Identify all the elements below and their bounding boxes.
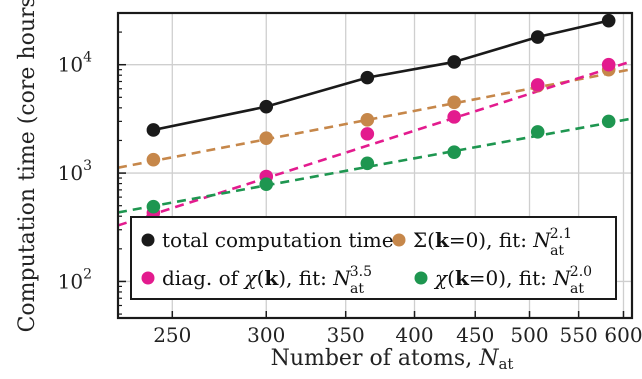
data-point-series-2 <box>360 127 375 141</box>
fit-line-2 <box>118 59 632 227</box>
chi-label-k: k <box>455 266 470 290</box>
sigma-label-k: k <box>435 228 450 252</box>
chi-fit-subscript: at <box>570 281 584 297</box>
x-tick-label: 250 <box>153 323 191 347</box>
data-point-series-1 <box>146 152 161 167</box>
data-point-series-0 <box>530 30 545 44</box>
diag-label-part: diag. of <box>162 266 244 290</box>
legend: total computation time Σ(k=0), fit: N2.1… <box>130 216 617 300</box>
data-point-series-1 <box>259 131 274 145</box>
fit-line-3 <box>118 117 632 214</box>
sigma-label-part: Σ( <box>413 228 435 252</box>
chi-label-part: =0), fit: <box>469 266 553 290</box>
legend-marker-sigma <box>392 233 406 247</box>
chi-label-chi: χ <box>433 266 449 290</box>
data-point-series-3 <box>530 125 545 139</box>
x-tick-label: 450 <box>456 323 494 347</box>
diag-label-k: k <box>264 266 279 290</box>
x-axis-title: Number of atoms, Nat <box>271 346 514 373</box>
legend-label-diag: diag. of χ(k), fit: N3.5 at <box>162 264 372 297</box>
x-axis-title-subscript: at <box>498 355 513 373</box>
sigma-label-part: =0), fit: <box>449 228 533 252</box>
x-tick-label: 300 <box>247 323 285 347</box>
data-point-series-3 <box>601 114 616 129</box>
data-point-series-2 <box>601 57 616 72</box>
legend-label-sigma: Σ(k=0), fit: N2.1 at <box>413 226 572 259</box>
diag-fit-exponent: 3.5 <box>350 264 372 280</box>
sigma-fit-subscript: at <box>550 243 564 259</box>
legend-marker-chi <box>414 271 428 285</box>
data-point-series-0 <box>601 13 616 28</box>
diag-label-part: ( <box>257 266 265 290</box>
y-tick-label: 103 <box>58 158 92 185</box>
data-point-series-1 <box>360 113 375 127</box>
chi-fit-exponent: 2.0 <box>570 264 592 280</box>
data-point-series-2 <box>530 78 545 92</box>
diag-label-chi: χ <box>242 266 258 290</box>
x-tick-label: 550 <box>560 323 598 347</box>
x-tick-label: 500 <box>510 323 548 347</box>
axis-ticks: 250 300 350 400 450 500 550 600 102 103 104 <box>58 12 642 347</box>
data-point-series-1 <box>447 95 461 110</box>
chi-label-part: ( <box>447 266 455 290</box>
legend-marker-diag <box>141 271 155 285</box>
legend-label-total: total computation time <box>162 228 394 252</box>
y-axis-title: Computation time (core hours) <box>15 0 40 332</box>
x-axis-title-text: Number of atoms, <box>271 346 480 371</box>
legend-box <box>130 216 617 300</box>
legend-marker-total <box>141 233 155 247</box>
data-series <box>118 13 632 227</box>
data-point-series-3 <box>146 199 161 214</box>
data-point-series-0 <box>360 70 375 85</box>
diag-fit-subscript: at <box>350 281 364 297</box>
legend-label-chi: χ(k=0), fit: N2.0 at <box>433 264 592 297</box>
data-point-series-3 <box>360 156 375 171</box>
data-point-series-0 <box>447 55 461 69</box>
chi-fit-symbol: N <box>552 266 572 290</box>
plot-frame <box>116 11 634 320</box>
data-point-series-2 <box>447 110 461 124</box>
y-tick-label: 104 <box>58 50 92 77</box>
x-axis-title-symbol: N <box>478 346 499 371</box>
fit-line-1 <box>118 67 632 170</box>
diag-fit-symbol: N <box>332 266 352 290</box>
data-point-series-0 <box>259 99 274 114</box>
data-point-series-0 <box>146 123 161 137</box>
x-tick-label: 400 <box>395 323 433 347</box>
x-tick-label: 600 <box>604 323 642 347</box>
series-line-0 <box>153 19 609 132</box>
diag-label-part: ), fit: <box>278 266 333 290</box>
x-tick-label: 350 <box>327 323 365 347</box>
data-point-series-3 <box>447 145 461 159</box>
data-point-series-3 <box>259 177 274 191</box>
sigma-fit-symbol: N <box>532 228 552 252</box>
y-tick-label: 102 <box>58 266 92 293</box>
sigma-fit-exponent: 2.1 <box>550 226 572 242</box>
